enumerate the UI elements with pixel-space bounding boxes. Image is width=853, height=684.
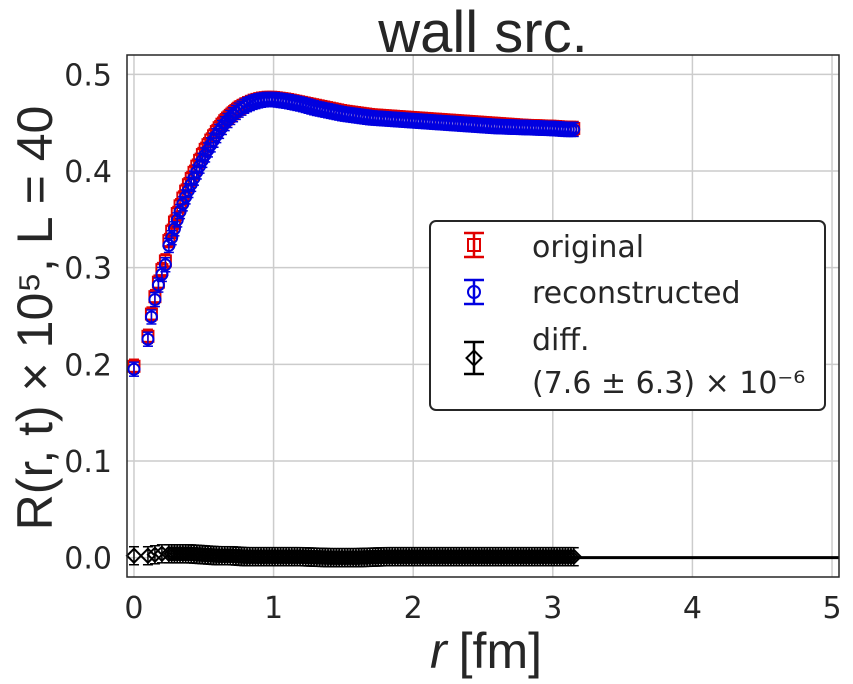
data-point-diff <box>565 548 583 566</box>
data-point-reconstructed <box>144 310 158 324</box>
y-axis-label: R(r, t) × 10⁵, L = 40 <box>7 106 63 531</box>
legend-symbol-diff <box>464 340 484 376</box>
x-tick-label: 5 <box>822 591 841 626</box>
chart-title: wall src. <box>377 0 587 65</box>
legend-marker <box>465 349 483 367</box>
legend-label-original: original <box>532 230 644 265</box>
series-reconstructed <box>127 91 581 377</box>
legend-label-diff: diff. <box>532 323 590 358</box>
y-tick-label: 0.5 <box>64 58 112 93</box>
data-point-reconstructed <box>148 293 162 307</box>
x-tick-label: 2 <box>404 591 423 626</box>
y-tick-label: 0.0 <box>64 542 112 577</box>
data-point-diff <box>562 548 580 566</box>
data-point-reconstructed <box>184 177 198 191</box>
data-point-reconstructed <box>181 184 195 198</box>
x-tick-label: 0 <box>124 591 143 626</box>
x-tick-labels: 0 1 2 3 4 5 <box>124 591 841 626</box>
x-tick-label: 4 <box>683 591 702 626</box>
legend-marker <box>467 238 481 252</box>
data-point-diff <box>125 547 143 565</box>
legend-frame <box>429 220 826 411</box>
data-point-reconstructed <box>165 231 179 245</box>
x-axis-label-main: r <box>430 623 449 679</box>
data-point-diff <box>559 548 577 566</box>
plot-frame <box>126 54 840 578</box>
data-point-reconstructed <box>127 362 141 376</box>
data-point-reconstructed <box>170 213 184 227</box>
data-point-reconstructed <box>141 332 155 346</box>
data-point-reconstructed <box>567 122 581 136</box>
y-tick-labels: 0.0 0.1 0.2 0.3 0.4 0.5 <box>64 58 112 576</box>
legend-symbol-reconstructed <box>464 278 484 306</box>
series-diff <box>125 544 583 568</box>
series-layer <box>125 90 583 568</box>
data-point-diff <box>139 547 157 565</box>
x-axis-label-unit: [fm] <box>459 623 542 679</box>
legend: original reconstructed diff. (7.6 ± 6.3)… <box>429 220 826 411</box>
legend-marker <box>467 285 481 299</box>
y-tick-label: 0.2 <box>64 348 112 383</box>
legend-symbol-original <box>464 231 484 259</box>
x-tick-label: 3 <box>543 591 562 626</box>
y-tick-label: 0.3 <box>64 252 112 287</box>
data-point-reconstructed <box>158 258 172 272</box>
data-point-reconstructed <box>167 222 181 236</box>
x-tick-label: 1 <box>264 591 283 626</box>
legend-diff-note: (7.6 ± 6.3) × 10⁻⁶ <box>532 366 805 401</box>
legend-label-reconstructed: reconstructed <box>532 276 741 311</box>
y-tick-label: 0.1 <box>64 445 112 480</box>
y-tick-label: 0.4 <box>64 155 112 190</box>
data-point-reconstructed <box>187 171 201 185</box>
x-axis-label: r [fm] <box>430 623 542 679</box>
data-point-diff <box>146 546 164 564</box>
